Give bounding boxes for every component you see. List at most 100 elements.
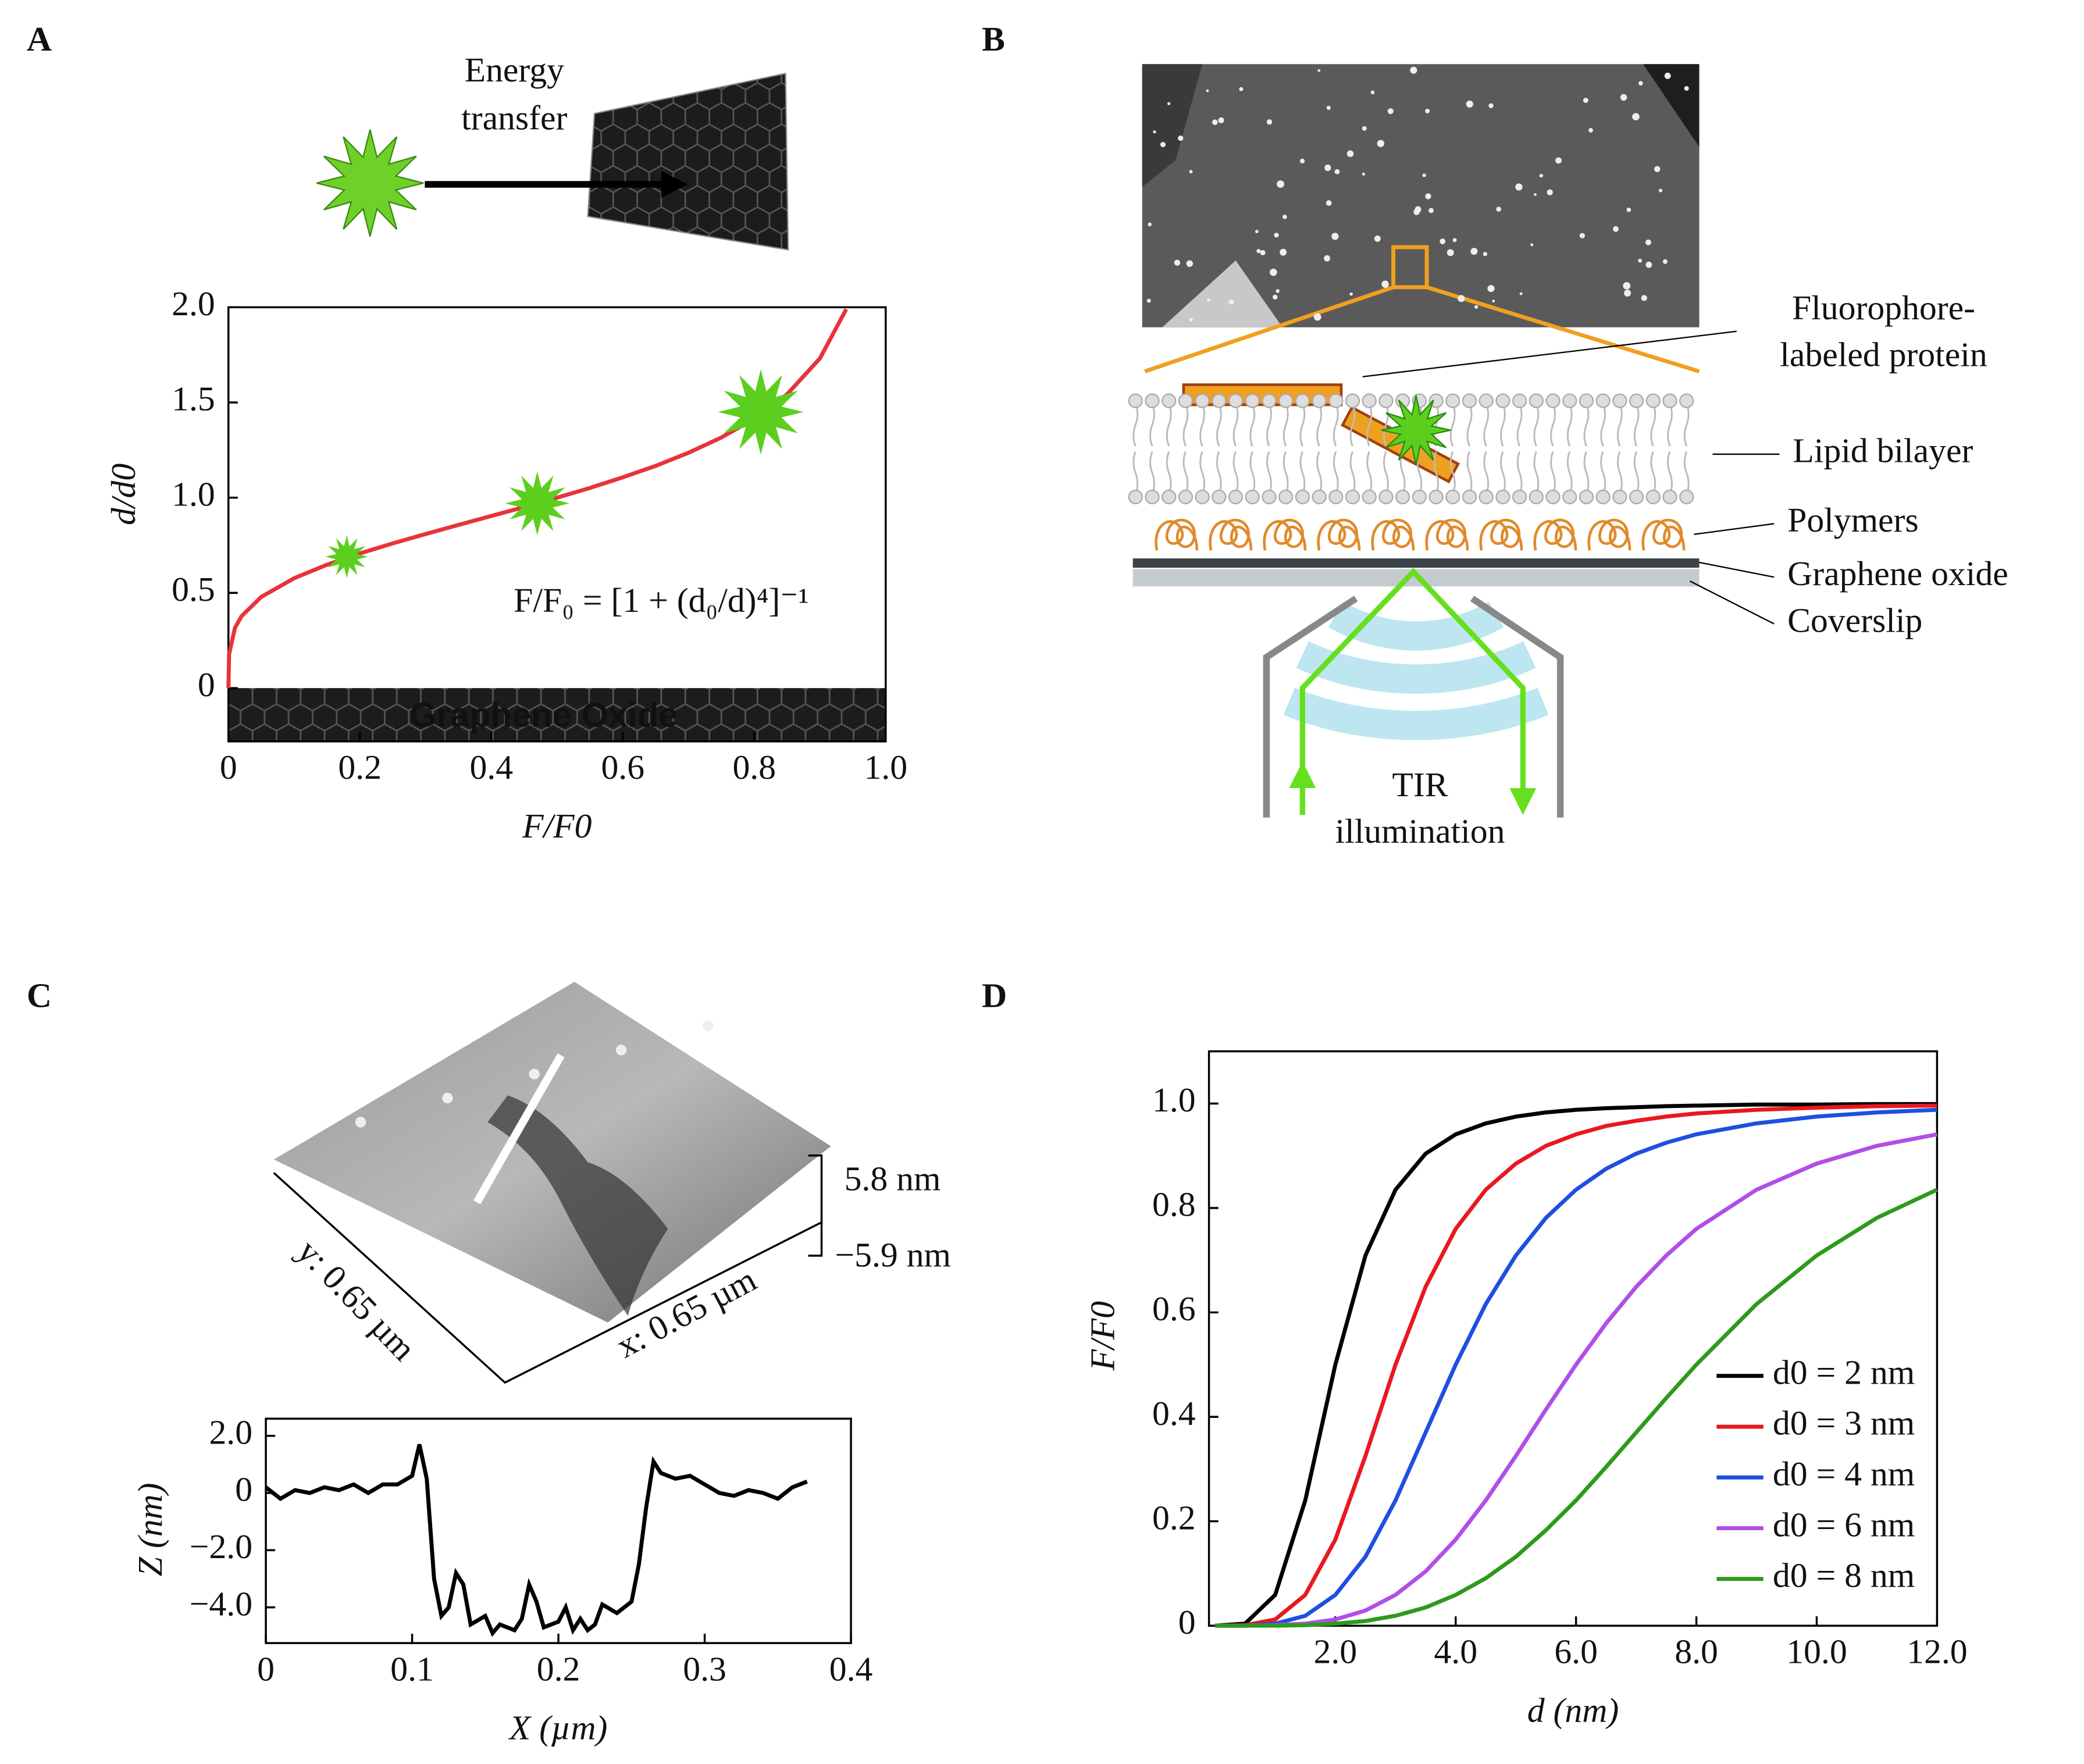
polymer [1155,518,1199,551]
image-spot [1440,238,1446,244]
image-spot [1641,295,1647,301]
lipid-head [1579,489,1594,505]
lipid-head [1178,489,1194,505]
x-tick-label: 0.2 [338,748,382,786]
x-tick-label: 1.0 [864,748,907,786]
lipid-head [1529,393,1544,408]
lipid-head [1378,393,1394,408]
x-tick-label: 0.8 [732,748,776,786]
y-tick-label: 1.0 [172,475,215,513]
lipid-head [1145,393,1160,408]
panel-label: C [27,977,52,1015]
image-spot [1146,298,1151,303]
afm-z-axis [808,1154,823,1257]
image-spot [1534,193,1537,197]
lipid-tail [1516,403,1523,495]
image-spot [1452,238,1457,243]
zoom-line [1426,285,1700,373]
image-spot [1274,233,1279,238]
data-line [1214,1132,1937,1628]
y-tick-label: 0.4 [1152,1394,1196,1432]
x-tick-label: 4.0 [1434,1632,1477,1670]
lipid-tail [1366,403,1373,495]
image-spot [1410,66,1417,74]
lipid-head [1445,489,1460,505]
image-spot [1684,85,1689,91]
image-spot [1362,126,1367,131]
lipid-tail [1283,403,1289,495]
image-spot [1349,292,1353,296]
illumination-label: TIR [1392,765,1448,804]
x-axis-label: X (µm) [508,1708,608,1747]
x-tick-label: 8.0 [1675,1632,1718,1670]
image-spot [1466,100,1473,108]
image-spot [1658,188,1663,193]
legend-label: d0 = 8 nm [1773,1556,1915,1595]
lipid-tail [1466,403,1473,495]
lipid-head [1362,393,1377,408]
graphene-band [228,688,886,742]
image-spot [1317,69,1321,72]
plot-frame [265,1417,852,1644]
x-tick-label: 0 [257,1649,275,1688]
image-spot [1186,260,1193,267]
y-tick-label: −4.0 [190,1584,252,1623]
image-spot [1273,294,1278,300]
objective [1470,596,1564,818]
lipid-head [1512,393,1527,408]
lipid-head [1212,489,1227,505]
marker-star [505,471,569,536]
lipid-head [1562,393,1577,408]
image-spot [1422,173,1426,177]
panel-label: D [982,977,1007,1015]
image-spot [1624,290,1631,297]
lipid-tail [1199,403,1206,495]
image-spot [1515,183,1523,191]
lipid-head [1378,489,1394,505]
image-spot [1324,255,1330,262]
leader-line [1699,561,1775,578]
layer-label: Fluorophore- [1792,288,1975,327]
image-spot [1488,103,1494,108]
leader-line [1689,580,1775,625]
y-tick-label: 1.5 [172,380,215,418]
y-axis-label: d/d0 [104,464,143,525]
image-spot [1148,222,1152,227]
tirf-schematic [1128,64,1780,818]
image-spot [1638,258,1643,263]
image-spot [1530,243,1534,247]
image-bright [1162,260,1283,327]
lipid-tail [1349,403,1356,495]
y-tick-label: 2.0 [209,1413,252,1451]
data-line [226,308,849,689]
lipid-head [1462,393,1477,408]
image-spot [1313,313,1321,321]
y-tick-label: 1.0 [1152,1081,1196,1119]
lipid-head [1128,489,1143,505]
lipid-tail [1383,403,1389,495]
afm-peak [529,1068,540,1079]
image-spot [1228,299,1234,305]
x-axis-label: F/F0 [522,807,592,845]
data-line [1214,1102,1937,1628]
image-spot [1458,295,1465,302]
afm-label: −5.9 nm [835,1235,951,1274]
image-spot [1269,268,1277,276]
panel-label: A [27,20,52,58]
y-tick-label: 0.2 [1152,1498,1196,1537]
lipid-tail [1149,403,1155,495]
afm-label: y: 0.65 µm [290,1232,423,1368]
lipid-head [1512,489,1527,505]
image-spot [1425,108,1430,113]
image-spot [1266,119,1273,125]
lipid-head [1395,489,1410,505]
profile-line [473,1053,565,1204]
y-tick-label: 0 [235,1470,252,1509]
image-spot [1189,170,1193,174]
lipid-head [1479,393,1494,408]
lipid-tail [1566,403,1573,495]
x-tick-label: 0 [220,748,237,786]
lipid-head [1445,393,1460,408]
polymer [1425,518,1469,551]
